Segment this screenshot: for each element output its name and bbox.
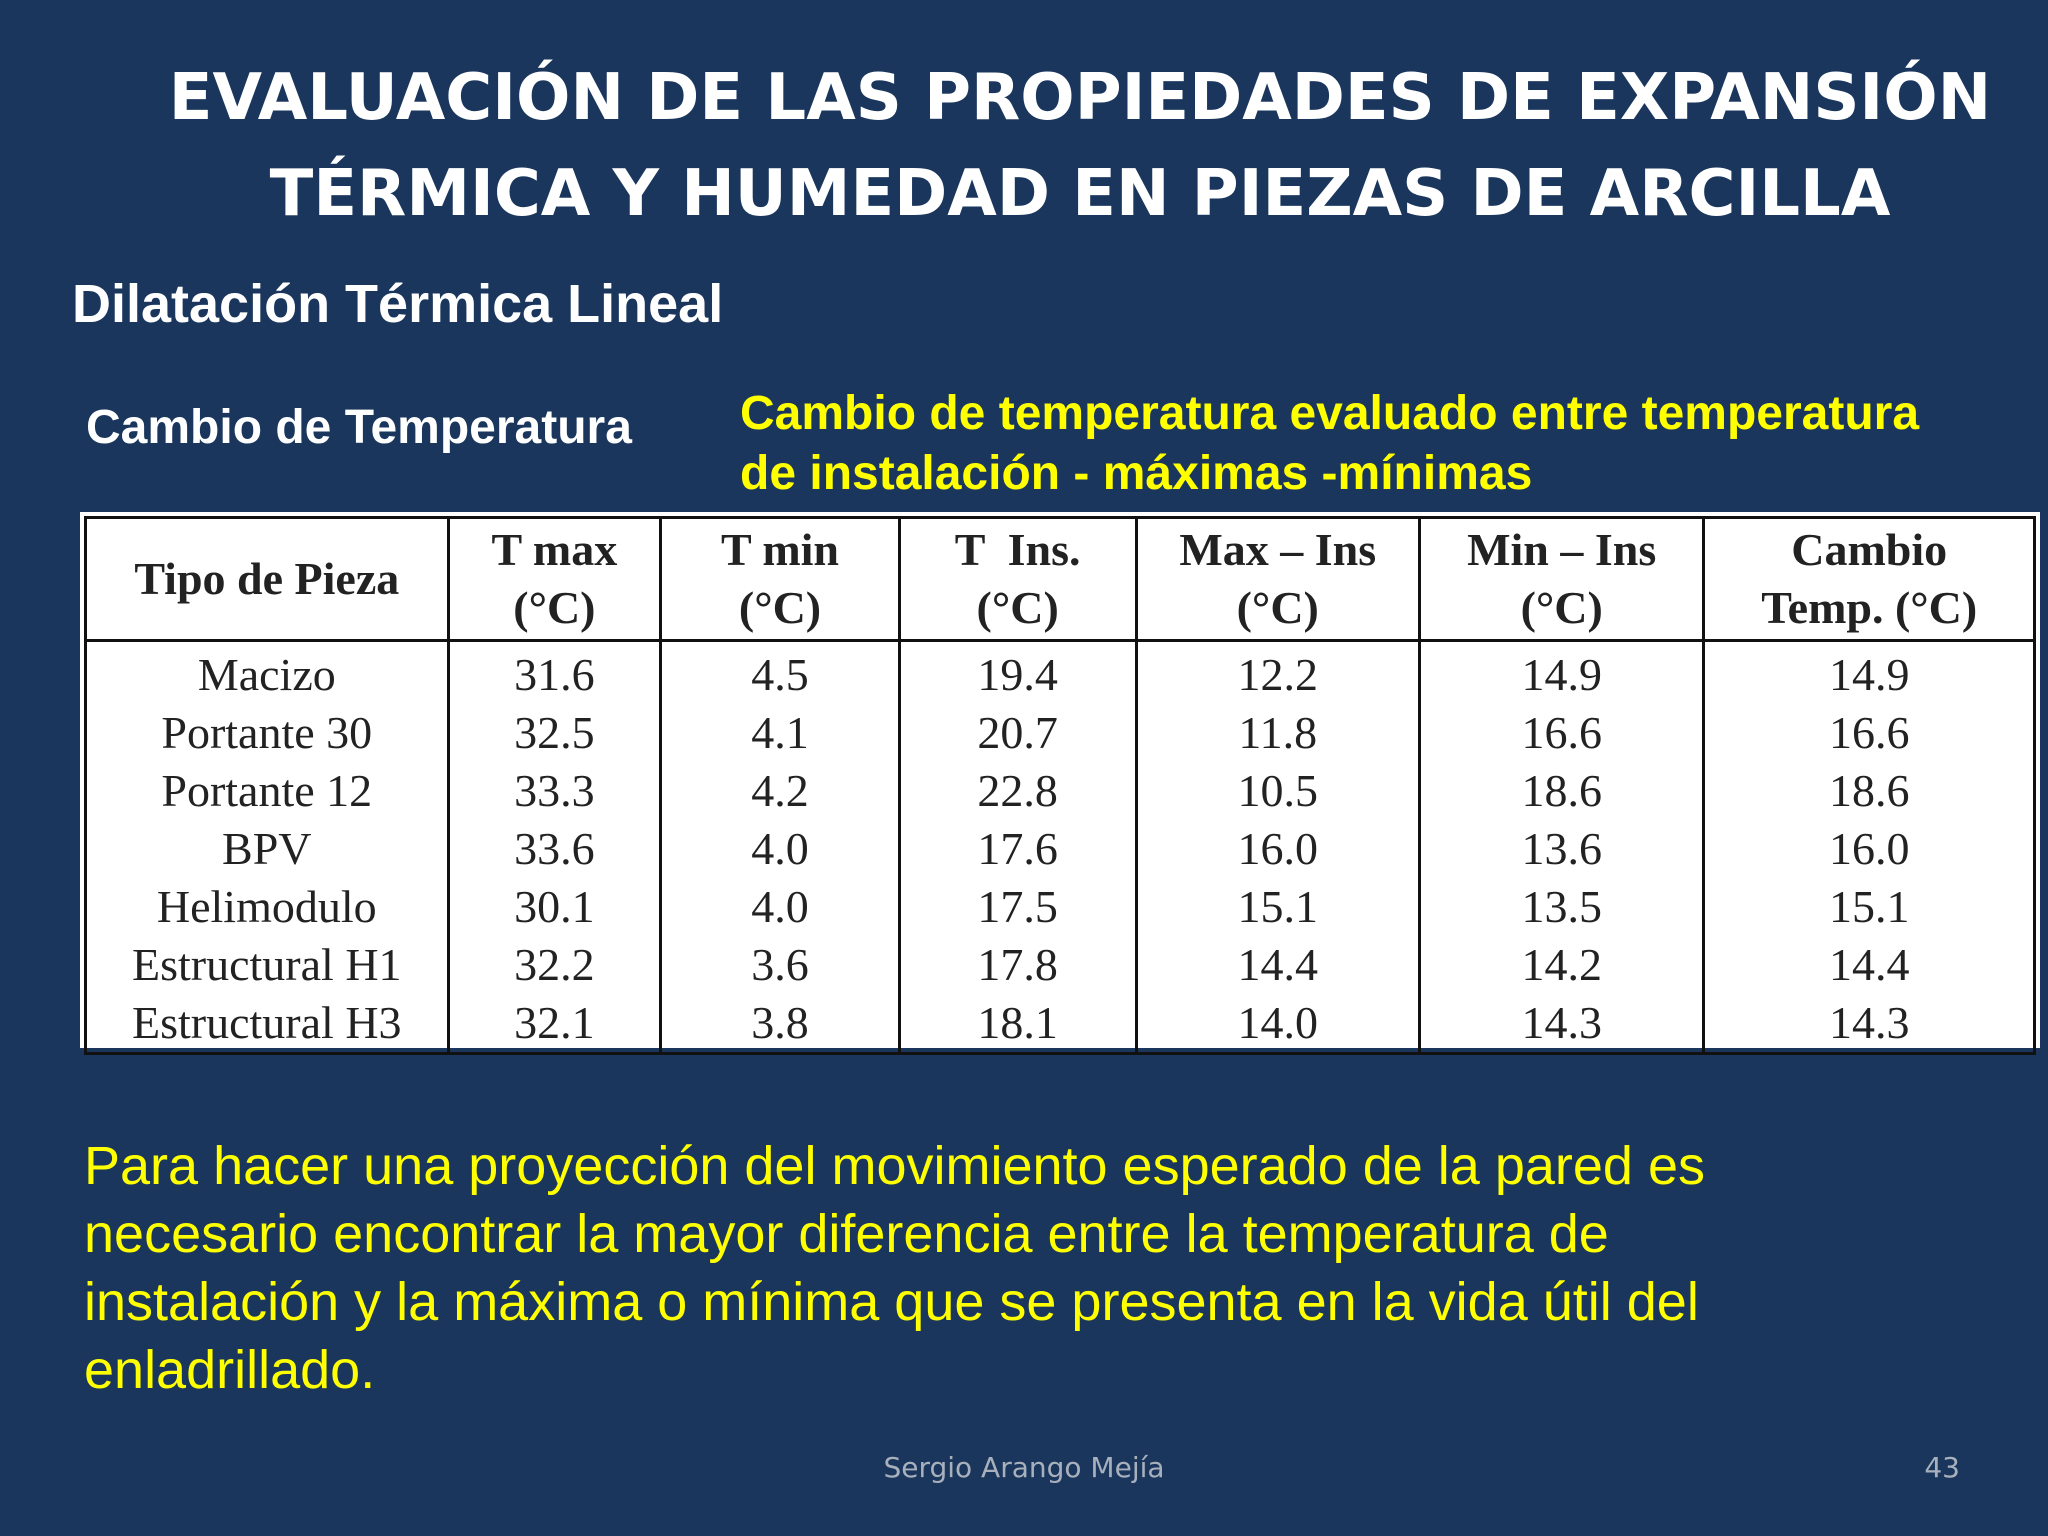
temperature-change-label: Cambio de Temperatura — [86, 401, 632, 454]
table-cell: 32.2 — [446, 936, 663, 994]
table-cell: 33.6 — [446, 820, 663, 878]
table-cell: 11.8 — [1134, 704, 1421, 762]
table-cell: 17.8 — [897, 936, 1138, 994]
table-cell: 16.0 — [1702, 820, 2036, 878]
table-cell: 14.3 — [1417, 994, 1706, 1055]
header-t-min: T min (°C) — [659, 516, 901, 642]
table-cell: 13.6 — [1417, 820, 1706, 878]
table-cell: 18.1 — [897, 994, 1138, 1055]
table-cell: Portante 12 — [84, 762, 450, 820]
table-cell: Estructural H1 — [84, 936, 450, 994]
table-cell: 17.6 — [897, 820, 1138, 878]
table-cell: 4.0 — [659, 878, 901, 936]
table-cell: Macizo — [84, 640, 450, 704]
slide-title-line-1: EVALUACIÓN DE LAS PROPIEDADES DE EXPANSI… — [168, 61, 1992, 135]
table-header-row: Tipo de Pieza T max (°C) T min (°C) T In… — [84, 516, 2036, 642]
table-cell: 4.0 — [659, 820, 901, 878]
explanation-line-3: instalación y la máxima o mínima que se … — [84, 1272, 1699, 1332]
table-cell: Portante 30 — [84, 704, 450, 762]
table-cell: 19.4 — [897, 640, 1138, 704]
header-max-ins: Max – Ins (°C) — [1134, 516, 1421, 642]
header-t-ins: T Ins. (°C) — [897, 516, 1138, 642]
table-cell: BPV — [84, 820, 450, 878]
table-row: Portante 12 33.3 4.2 22.8 10.5 18.6 18.6 — [84, 762, 2036, 820]
explanation-paragraph: Para hacer una proyección del movimiento… — [84, 1132, 1964, 1404]
table-cell: 14.2 — [1417, 936, 1706, 994]
table-row: Portante 30 32.5 4.1 20.7 11.8 16.6 16.6 — [84, 704, 2036, 762]
table-cell: 20.7 — [897, 704, 1138, 762]
table-cell: Estructural H3 — [84, 994, 450, 1055]
table-row: Estructural H1 32.2 3.6 17.8 14.4 14.2 1… — [84, 936, 2036, 994]
table-cell: 4.2 — [659, 762, 901, 820]
table-cell: 32.1 — [446, 994, 663, 1055]
table-cell: 16.6 — [1702, 704, 2036, 762]
temperature-table: Tipo de Pieza T max (°C) T min (°C) T In… — [84, 516, 2036, 1055]
table-cell: 4.5 — [659, 640, 901, 704]
table-cell: 14.0 — [1134, 994, 1421, 1055]
temperature-change-note-line-1: Cambio de temperatura evaluado entre tem… — [740, 387, 1920, 440]
table-cell: 30.1 — [446, 878, 663, 936]
explanation-line-1: Para hacer una proyección del movimiento… — [84, 1136, 1705, 1196]
table-row: Estructural H3 32.1 3.8 18.1 14.0 14.3 1… — [84, 994, 2036, 1055]
table-cell: 22.8 — [897, 762, 1138, 820]
footer-author: Sergio Arango Mejía — [883, 1451, 1165, 1484]
explanation-line-4: enladrillado. — [84, 1340, 376, 1400]
slide-subtitle: Dilatación Térmica Lineal — [72, 274, 724, 334]
table-cell: 14.4 — [1134, 936, 1421, 994]
temperature-table-panel: Tipo de Pieza T max (°C) T min (°C) T In… — [80, 512, 2040, 1055]
table-cell: 10.5 — [1134, 762, 1421, 820]
table-cell: 18.6 — [1417, 762, 1706, 820]
header-min-ins: Min – Ins (°C) — [1417, 516, 1706, 642]
table-cell: 16.0 — [1134, 820, 1421, 878]
explanation-line-2: necesario encontrar la mayor diferencia … — [84, 1204, 1609, 1264]
table-cell: 4.1 — [659, 704, 901, 762]
table-cell: 14.3 — [1702, 994, 2036, 1055]
table-row: Helimodulo 30.1 4.0 17.5 15.1 13.5 15.1 — [84, 878, 2036, 936]
table-cell: 3.8 — [659, 994, 901, 1055]
table-cell: 14.9 — [1702, 640, 2036, 704]
header-t-max: T max (°C) — [446, 516, 663, 642]
table-cell: 3.6 — [659, 936, 901, 994]
temperature-change-note: Cambio de temperatura evaluado entre tem… — [740, 384, 2030, 504]
table-cell: 16.6 — [1417, 704, 1706, 762]
table-cell: 15.1 — [1134, 878, 1421, 936]
slide-title-line-2: TÉRMICA Y HUMEDAD EN PIEZAS DE ARCILLA — [269, 157, 1891, 231]
header-tipo-de-pieza: Tipo de Pieza — [84, 516, 450, 642]
temperature-change-note-line-2: de instalación - máximas -mínimas — [740, 447, 1533, 500]
slide-title: EVALUACIÓN DE LAS PROPIEDADES DE EXPANSI… — [140, 50, 2020, 242]
table-cell: 12.2 — [1134, 640, 1421, 704]
table-cell: 31.6 — [446, 640, 663, 704]
table-cell: Helimodulo — [84, 878, 450, 936]
page-number: 43 — [1924, 1451, 1960, 1484]
table-cell: 18.6 — [1702, 762, 2036, 820]
table-cell: 33.3 — [446, 762, 663, 820]
table-cell: 13.5 — [1417, 878, 1706, 936]
table-cell: 15.1 — [1702, 878, 2036, 936]
table-cell: 32.5 — [446, 704, 663, 762]
table-row: BPV 33.6 4.0 17.6 16.0 13.6 16.0 — [84, 820, 2036, 878]
table-cell: 14.4 — [1702, 936, 2036, 994]
header-cambio-temp: Cambio Temp. (°C) — [1702, 516, 2036, 642]
table-cell: 14.9 — [1417, 640, 1706, 704]
table-cell: 17.5 — [897, 878, 1138, 936]
table-row: Macizo 31.6 4.5 19.4 12.2 14.9 14.9 — [84, 640, 2036, 704]
